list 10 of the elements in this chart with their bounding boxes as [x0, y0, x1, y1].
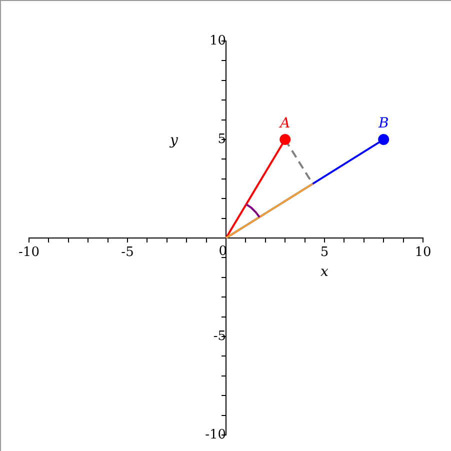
- x-tick-label: 5: [320, 245, 329, 260]
- y-axis-title: y: [169, 132, 180, 148]
- y-tick-label: 10: [209, 33, 226, 48]
- series-label: B: [377, 116, 389, 132]
- x-axis-title: x: [320, 264, 329, 280]
- x-tick-label: -10: [18, 245, 40, 260]
- series-label: A: [278, 116, 290, 132]
- x-tick-label: 10: [414, 245, 432, 260]
- y-tick-label: -10: [205, 427, 226, 442]
- x-tick-label: -5: [121, 245, 134, 260]
